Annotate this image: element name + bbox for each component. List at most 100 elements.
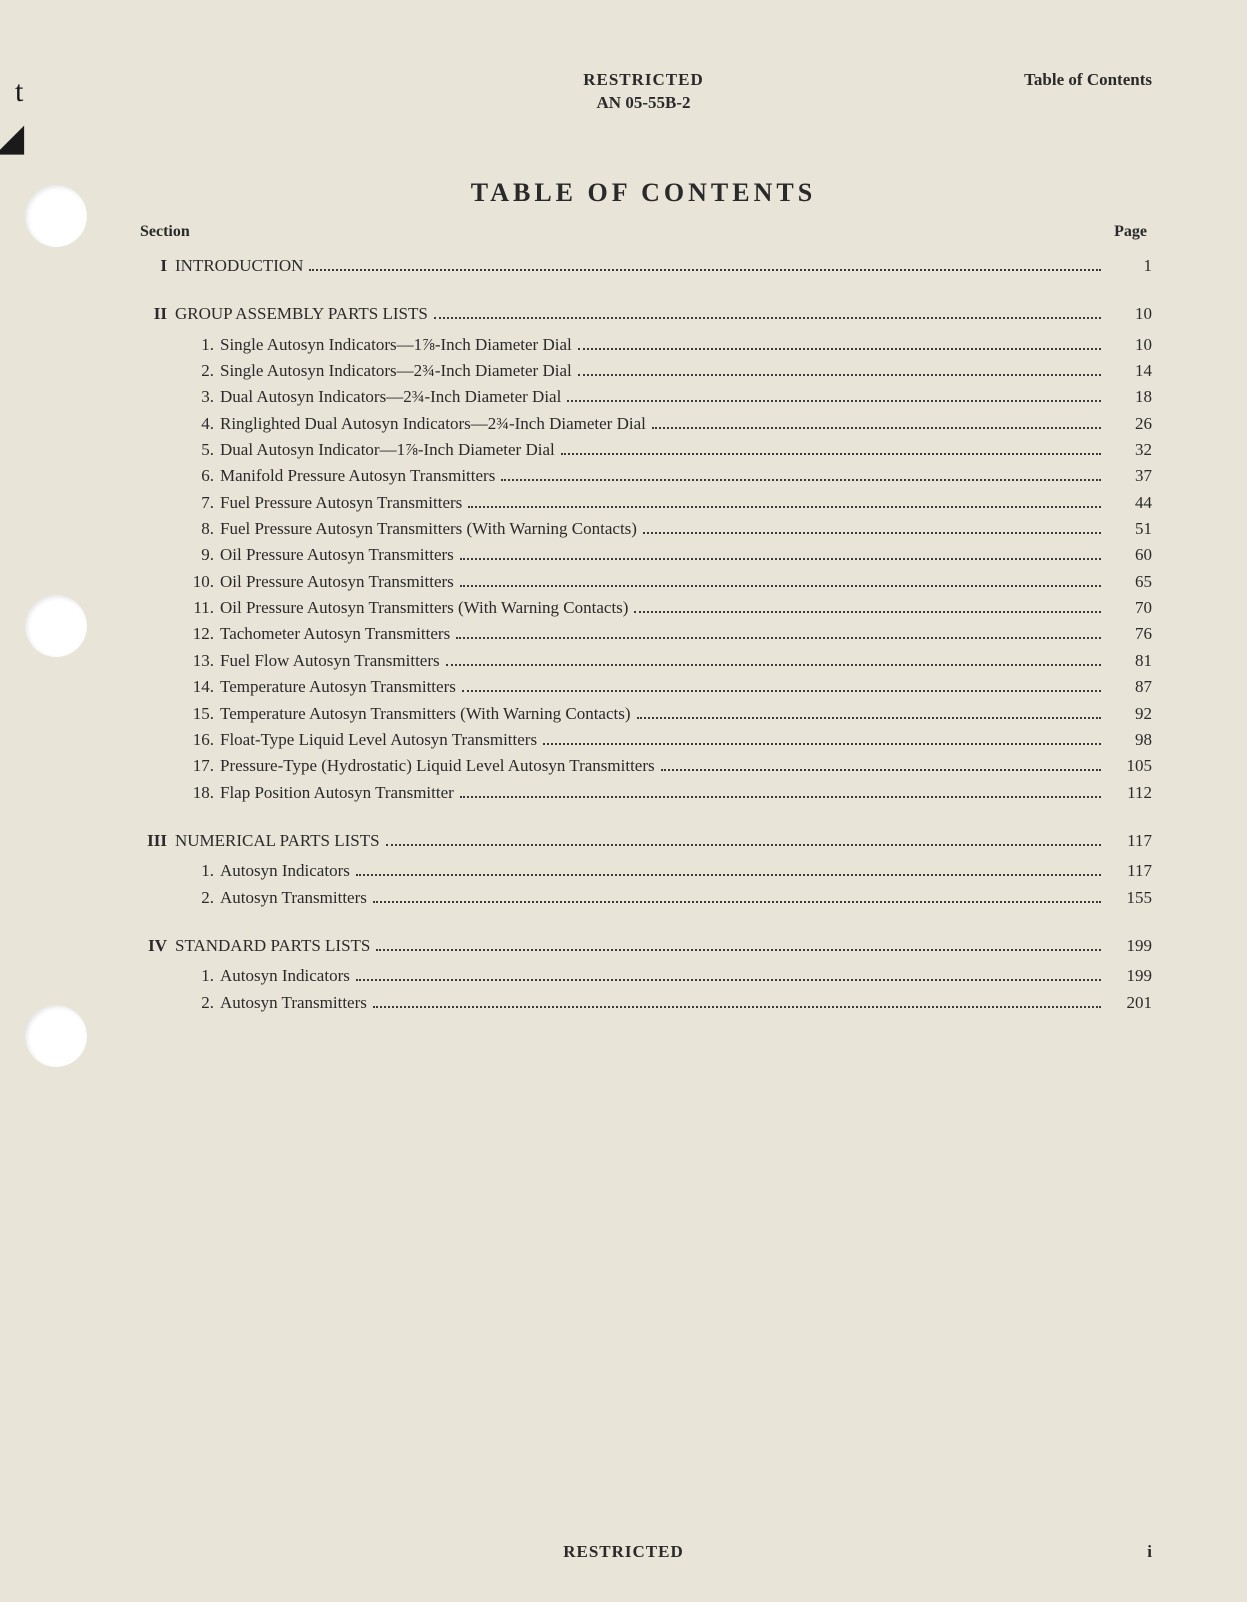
item-number: 3. <box>185 384 220 410</box>
header-right-label: Table of Contents <box>952 70 1152 90</box>
item-number: 18. <box>185 780 220 806</box>
leader-dots <box>661 769 1101 771</box>
page-content: RESTRICTED AN 05-55B-2 Table of Contents… <box>0 0 1247 1602</box>
item-number: 1. <box>185 332 220 358</box>
toc-section-row: IIINUMERICAL PARTS LISTS117 <box>135 828 1152 854</box>
page-header: RESTRICTED AN 05-55B-2 Table of Contents <box>135 70 1152 113</box>
section-title: GROUP ASSEMBLY PARTS LISTS <box>175 301 428 327</box>
toc-item-row: 2.Single Autosyn Indicators—2¾-Inch Diam… <box>135 358 1152 384</box>
item-title: Temperature Autosyn Transmitters <box>220 674 456 700</box>
item-title: Manifold Pressure Autosyn Transmitters <box>220 463 495 489</box>
leader-dots <box>460 558 1101 560</box>
item-title: Fuel Pressure Autosyn Transmitters <box>220 490 462 516</box>
item-page-number: 155 <box>1107 885 1152 911</box>
item-page-number: 51 <box>1107 516 1152 542</box>
toc-item-row: 18.Flap Position Autosyn Transmitter112 <box>135 780 1152 806</box>
item-number: 1. <box>185 963 220 989</box>
leader-dots <box>578 374 1101 376</box>
item-title: Temperature Autosyn Transmitters (With W… <box>220 701 631 727</box>
section-title: INTRODUCTION <box>175 253 303 279</box>
item-page-number: 70 <box>1107 595 1152 621</box>
item-title: Autosyn Transmitters <box>220 990 367 1016</box>
item-number: 17. <box>185 753 220 779</box>
item-title: Dual Autosyn Indicators—2¾-Inch Diameter… <box>220 384 561 410</box>
leader-dots <box>446 664 1101 666</box>
item-page-number: 105 <box>1107 753 1152 779</box>
document-number: AN 05-55B-2 <box>335 93 952 113</box>
item-title: Oil Pressure Autosyn Transmitters <box>220 542 454 568</box>
item-number: 2. <box>185 990 220 1016</box>
item-page-number: 44 <box>1107 490 1152 516</box>
section-page-number: 117 <box>1107 828 1152 854</box>
leader-dots <box>578 348 1101 350</box>
toc-section-row: IVSTANDARD PARTS LISTS199 <box>135 933 1152 959</box>
leader-dots <box>460 796 1101 798</box>
toc-item-row: 1.Single Autosyn Indicators—1⅞-Inch Diam… <box>135 332 1152 358</box>
page-title: TABLE OF CONTENTS <box>135 178 1152 208</box>
item-number: 6. <box>185 463 220 489</box>
item-number: 14. <box>185 674 220 700</box>
leader-dots <box>376 949 1101 951</box>
item-number: 10. <box>185 569 220 595</box>
leader-dots <box>309 269 1101 271</box>
toc-item-row: 2.Autosyn Transmitters155 <box>135 885 1152 911</box>
classification-label-bottom: RESTRICTED <box>563 1542 684 1561</box>
leader-dots <box>434 317 1101 319</box>
toc-item-row: 12.Tachometer Autosyn Transmitters76 <box>135 621 1152 647</box>
item-title: Autosyn Indicators <box>220 858 350 884</box>
leader-dots <box>356 979 1101 981</box>
leader-dots <box>634 611 1101 613</box>
leader-dots <box>561 453 1101 455</box>
header-center: RESTRICTED AN 05-55B-2 <box>335 70 952 113</box>
item-title: Flap Position Autosyn Transmitter <box>220 780 454 806</box>
item-title: Single Autosyn Indicators—2¾-Inch Diamet… <box>220 358 572 384</box>
toc-item-row: 11.Oil Pressure Autosyn Transmitters (Wi… <box>135 595 1152 621</box>
leader-dots <box>637 717 1101 719</box>
item-page-number: 10 <box>1107 332 1152 358</box>
item-number: 13. <box>185 648 220 674</box>
leader-dots <box>567 400 1101 402</box>
toc-item-row: 1.Autosyn Indicators199 <box>135 963 1152 989</box>
section-title: STANDARD PARTS LISTS <box>175 933 370 959</box>
leader-dots <box>373 901 1101 903</box>
item-page-number: 32 <box>1107 437 1152 463</box>
item-number: 7. <box>185 490 220 516</box>
toc-item-row: 6.Manifold Pressure Autosyn Transmitters… <box>135 463 1152 489</box>
leader-dots <box>462 690 1101 692</box>
classification-label-top: RESTRICTED <box>335 70 952 90</box>
item-number: 8. <box>185 516 220 542</box>
toc-section-row: IIGROUP ASSEMBLY PARTS LISTS10 <box>135 301 1152 327</box>
item-page-number: 92 <box>1107 701 1152 727</box>
item-title: Float-Type Liquid Level Autosyn Transmit… <box>220 727 537 753</box>
toc-item-row: 8.Fuel Pressure Autosyn Transmitters (Wi… <box>135 516 1152 542</box>
toc-item-row: 3.Dual Autosyn Indicators—2¾-Inch Diamet… <box>135 384 1152 410</box>
item-page-number: 37 <box>1107 463 1152 489</box>
item-page-number: 87 <box>1107 674 1152 700</box>
item-page-number: 201 <box>1107 990 1152 1016</box>
leader-dots <box>468 506 1101 508</box>
toc-item-row: 7.Fuel Pressure Autosyn Transmitters 44 <box>135 490 1152 516</box>
item-number: 16. <box>185 727 220 753</box>
page-number-indicator: i <box>1147 1542 1152 1562</box>
item-page-number: 18 <box>1107 384 1152 410</box>
item-number: 2. <box>185 885 220 911</box>
toc-item-row: 5.Dual Autosyn Indicator—1⅞-Inch Diamete… <box>135 437 1152 463</box>
toc-item-row: 9.Oil Pressure Autosyn Transmitters60 <box>135 542 1152 568</box>
item-number: 4. <box>185 411 220 437</box>
item-page-number: 26 <box>1107 411 1152 437</box>
item-page-number: 65 <box>1107 569 1152 595</box>
item-page-number: 199 <box>1107 963 1152 989</box>
toc-item-row: 1.Autosyn Indicators117 <box>135 858 1152 884</box>
item-title: Tachometer Autosyn Transmitters <box>220 621 450 647</box>
toc-section-row: IINTRODUCTION1 <box>135 253 1152 279</box>
leader-dots <box>543 743 1101 745</box>
leader-dots <box>501 479 1101 481</box>
toc-item-row: 14.Temperature Autosyn Transmitters 87 <box>135 674 1152 700</box>
item-number: 11. <box>185 595 220 621</box>
section-page-number: 199 <box>1107 933 1152 959</box>
item-title: Oil Pressure Autosyn Transmitters <box>220 569 454 595</box>
item-title: Single Autosyn Indicators—1⅞-Inch Diamet… <box>220 332 572 358</box>
item-page-number: 98 <box>1107 727 1152 753</box>
leader-dots <box>652 427 1101 429</box>
item-page-number: 81 <box>1107 648 1152 674</box>
